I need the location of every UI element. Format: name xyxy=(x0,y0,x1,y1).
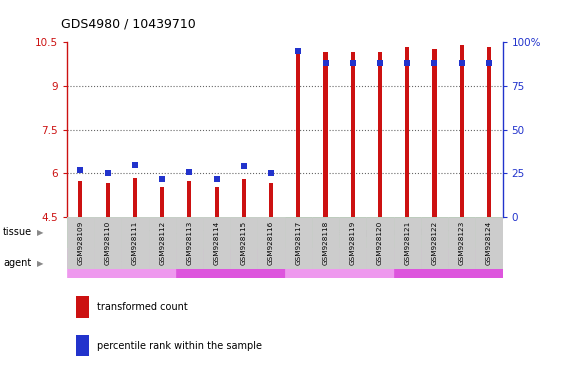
Point xyxy=(403,60,412,66)
Point xyxy=(321,60,330,66)
Text: GSM928119: GSM928119 xyxy=(350,221,356,265)
Bar xyxy=(475,217,503,269)
Bar xyxy=(67,217,285,248)
Text: GSM928118: GSM928118 xyxy=(322,221,328,265)
Bar xyxy=(133,178,137,217)
Point xyxy=(457,60,467,66)
Text: GSM928116: GSM928116 xyxy=(268,221,274,265)
Bar xyxy=(339,217,367,269)
Text: GSM928113: GSM928113 xyxy=(187,221,192,265)
Text: light: light xyxy=(438,258,458,268)
Bar xyxy=(187,180,191,217)
Bar xyxy=(394,217,421,269)
Text: GSM928123: GSM928123 xyxy=(459,221,465,265)
Text: GSM928110: GSM928110 xyxy=(105,221,110,265)
Bar xyxy=(160,187,164,217)
Text: ▶: ▶ xyxy=(37,258,44,268)
Point xyxy=(239,163,249,169)
Bar xyxy=(487,46,491,217)
Text: control: control xyxy=(106,258,137,268)
Point xyxy=(348,60,357,66)
Bar xyxy=(421,217,448,269)
Bar xyxy=(106,184,110,217)
Bar xyxy=(448,217,475,269)
Text: retinal pigment epithelium: retinal pigment epithelium xyxy=(333,228,454,237)
Bar xyxy=(269,184,273,217)
Text: percentile rank within the sample: percentile rank within the sample xyxy=(98,341,262,351)
Bar xyxy=(242,179,246,217)
Text: GSM928115: GSM928115 xyxy=(241,221,247,265)
Bar xyxy=(394,248,503,278)
Bar xyxy=(285,217,503,248)
Text: GSM928109: GSM928109 xyxy=(77,221,84,265)
Point xyxy=(430,60,439,66)
Bar xyxy=(257,217,285,269)
Bar xyxy=(324,51,328,217)
Bar xyxy=(67,248,175,278)
Bar xyxy=(312,217,339,269)
Text: GSM928122: GSM928122 xyxy=(432,221,437,265)
Point xyxy=(130,162,139,168)
Bar xyxy=(76,335,89,356)
Point xyxy=(76,167,85,173)
Text: GSM928111: GSM928111 xyxy=(132,221,138,265)
Bar xyxy=(203,217,230,269)
Text: GSM928124: GSM928124 xyxy=(486,221,492,265)
Bar xyxy=(175,217,203,269)
Point xyxy=(485,60,494,66)
Bar xyxy=(121,217,149,269)
Bar xyxy=(351,51,355,217)
Point xyxy=(293,48,303,54)
Bar xyxy=(296,49,300,217)
Text: GSM928121: GSM928121 xyxy=(404,221,410,265)
Point xyxy=(212,175,221,182)
Bar xyxy=(78,180,83,217)
Bar xyxy=(432,49,436,217)
Bar xyxy=(67,217,94,269)
Bar xyxy=(378,51,382,217)
Point xyxy=(267,170,276,176)
Bar xyxy=(285,248,394,278)
Text: transformed count: transformed count xyxy=(98,302,188,312)
Point xyxy=(103,170,112,176)
Point xyxy=(375,60,385,66)
Bar xyxy=(230,217,257,269)
Text: GSM928120: GSM928120 xyxy=(377,221,383,265)
Bar xyxy=(367,217,394,269)
Bar xyxy=(149,217,175,269)
Bar xyxy=(175,248,285,278)
Text: GSM928112: GSM928112 xyxy=(159,221,165,265)
Text: GSM928114: GSM928114 xyxy=(214,221,220,265)
Bar xyxy=(214,187,218,217)
Text: tissue: tissue xyxy=(3,227,32,237)
Bar xyxy=(94,217,121,269)
Text: agent: agent xyxy=(3,258,31,268)
Bar xyxy=(405,47,409,217)
Text: neurosensory retina: neurosensory retina xyxy=(130,228,221,237)
Point xyxy=(157,175,167,182)
Text: control: control xyxy=(324,258,355,268)
Bar xyxy=(285,217,312,269)
Text: light: light xyxy=(220,258,241,268)
Text: GSM928117: GSM928117 xyxy=(295,221,302,265)
Point xyxy=(185,169,194,175)
Bar xyxy=(460,45,464,217)
Text: ▶: ▶ xyxy=(37,228,44,237)
Bar xyxy=(76,296,89,318)
Text: GDS4980 / 10439710: GDS4980 / 10439710 xyxy=(61,18,196,31)
